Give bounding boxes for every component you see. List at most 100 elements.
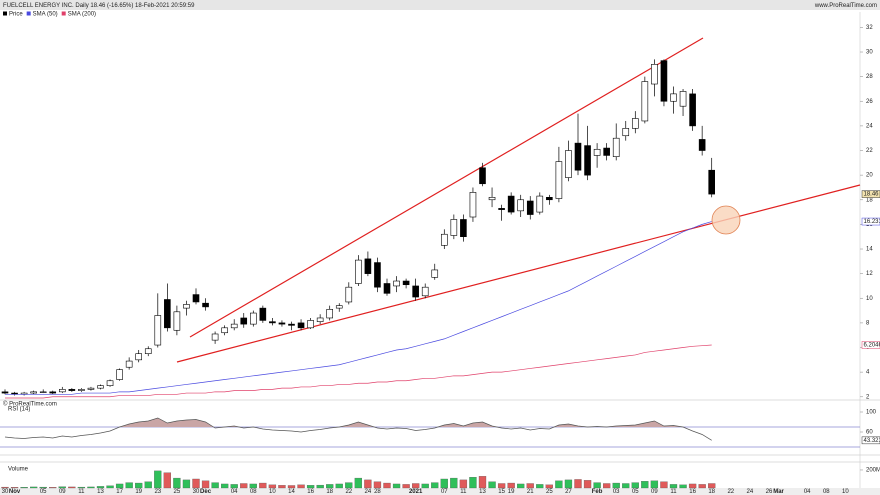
x-tick-label: 19 (135, 489, 142, 495)
candle-body (297, 322, 305, 329)
candle-body (689, 93, 696, 127)
x-tick-label: 13 (97, 489, 104, 495)
candle-body (355, 259, 362, 284)
volume-bar (478, 476, 487, 489)
candle-body (488, 197, 496, 201)
volume-bar (622, 483, 630, 489)
candle-body (593, 148, 601, 156)
volume-bar (163, 472, 172, 489)
value-tag: 16.231 (864, 219, 880, 225)
volume-bar (10, 487, 19, 489)
volume-bar (326, 484, 334, 489)
x-tick-label: 03 (613, 489, 620, 495)
candle-body (679, 91, 687, 107)
candle-body (307, 320, 314, 329)
candle-body (498, 208, 505, 210)
candle-body (421, 286, 429, 297)
x-tick-label: 08 (823, 489, 830, 495)
candle-body (374, 262, 381, 288)
candle-body (116, 369, 123, 380)
volume-bar (154, 470, 162, 489)
legend-swatch (26, 11, 31, 16)
volume-bar (708, 483, 716, 489)
candle-body (288, 323, 295, 326)
volume-bar (383, 482, 391, 489)
volume-bar (345, 482, 353, 489)
volume-bar (392, 483, 401, 489)
volume-bar (29, 486, 38, 489)
value-tag: 18.46 (864, 192, 880, 198)
copyright: © ProRealTime.com (3, 401, 57, 408)
value-tag: 6.2046 (864, 343, 880, 349)
volume-bar (106, 485, 114, 489)
y-tick-label: 32 (866, 25, 873, 31)
candle-body (460, 219, 467, 238)
volume-bar (230, 484, 238, 489)
candle-body (164, 299, 171, 329)
candle-body (135, 353, 142, 361)
candle-body (259, 307, 267, 321)
y-tick-label: 30 (866, 50, 873, 56)
x-tick-label: Dec (200, 489, 212, 495)
candle-body (603, 147, 610, 156)
source: www.ProRealTime.com (814, 3, 877, 9)
candle-body (631, 118, 639, 129)
candle-body (221, 327, 228, 334)
volume-bar (526, 483, 534, 489)
volume-bar (306, 485, 315, 489)
volume-bar (507, 482, 515, 489)
volume-bar (259, 482, 267, 489)
trend-line (189, 37, 704, 338)
x-tick-label: 27 (565, 489, 572, 495)
volume-bar (411, 483, 420, 489)
candle-body (49, 391, 57, 394)
volume-bar (1, 486, 9, 489)
candle-body (58, 389, 66, 393)
volume-bar (402, 484, 410, 489)
y-tick-label: 18 (866, 197, 873, 203)
x-tick-label: 05 (40, 489, 47, 495)
candle-body (326, 309, 334, 319)
candle-body (144, 348, 152, 354)
volume-bar (593, 482, 601, 489)
volume-bar (240, 483, 248, 489)
candle-body (698, 139, 706, 151)
candle-body (584, 145, 591, 176)
volume-bar (297, 484, 305, 489)
x-tick-label: 11 (78, 489, 85, 495)
x-tick-label: 24 (365, 489, 372, 495)
candle-body (565, 150, 572, 178)
x-tick-label: 07 (441, 489, 448, 495)
x-tick-label: 30 (193, 489, 200, 495)
volume-bar (536, 484, 544, 489)
volume-bar (679, 484, 687, 489)
volume-bar (373, 481, 382, 489)
x-tick-label: 14 (288, 489, 295, 495)
volume-bar (144, 481, 152, 489)
x-tick-label: 30 (2, 489, 9, 495)
volume-bar (364, 479, 372, 489)
volume-bar (698, 484, 706, 489)
value-tag-box (861, 190, 880, 198)
x-tick-label: 15 (498, 489, 505, 495)
candle-body (106, 380, 114, 386)
volume-bar (201, 480, 210, 489)
highlight-circle (711, 205, 741, 235)
candle-body (278, 322, 286, 325)
x-tick-label: 25 (546, 489, 553, 495)
volume-bar (96, 486, 105, 489)
x-tick-label: 16 (689, 489, 696, 495)
volume-bar (574, 479, 582, 489)
x-tick-label: 23 (154, 489, 161, 495)
x-tick-label: 17 (116, 489, 123, 495)
volume-bar (68, 486, 76, 489)
trend-line (176, 184, 861, 363)
candle-body (546, 197, 553, 201)
candle-body (517, 199, 525, 212)
x-tick-label: 09 (651, 489, 658, 495)
candle-body (383, 283, 391, 294)
candle-body (660, 60, 668, 102)
pane-title: Volume (8, 467, 29, 473)
x-tick-label: 11 (460, 489, 467, 495)
volume-bar (182, 479, 191, 489)
